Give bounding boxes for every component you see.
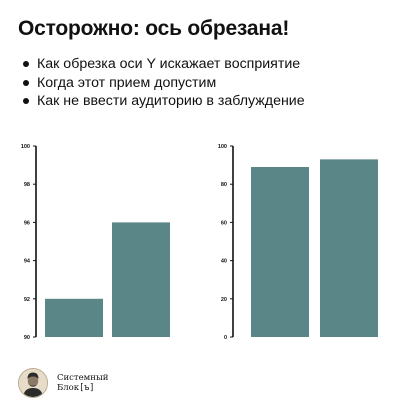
y-tick-label: 92 (24, 297, 30, 303)
bar (251, 167, 309, 337)
y-tick-label: 20 (221, 297, 227, 303)
brand-line-1: Системный (57, 373, 109, 383)
y-tick-label: 60 (221, 220, 227, 226)
y-tick-label: 96 (24, 220, 30, 226)
bullet-list: Как обрезка оси Y искажает восприятие Ко… (18, 55, 305, 111)
bar (45, 298, 103, 337)
brand-name: Системный Блок[ъ] (57, 373, 108, 393)
bullet-item: Когда этот прием допустим (18, 74, 305, 93)
bullet-item: Как не ввести аудиторию в заблуждение (18, 92, 305, 111)
y-tick-label: 100 (218, 144, 227, 150)
y-tick-label: 100 (21, 144, 30, 150)
bar (320, 159, 378, 337)
bullet-item: Как обрезка оси Y искажает восприятие (18, 55, 305, 74)
portrait-avatar-icon (18, 368, 48, 398)
y-tick-label: 40 (221, 259, 227, 265)
brand-line-2: Блок (57, 383, 80, 393)
footer-brand: Системный Блок[ъ] (18, 368, 108, 398)
y-tick-label: 0 (224, 335, 227, 341)
y-tick-label: 80 (221, 182, 227, 188)
y-tick-label: 98 (24, 182, 30, 188)
y-tick-label: 94 (24, 259, 31, 265)
y-tick-label: 90 (24, 335, 30, 341)
bar (112, 222, 170, 337)
page-title: Осторожно: ось обрезана! (18, 17, 290, 40)
brand-mark: [ъ] (79, 383, 95, 393)
truncated-axis-bar-chart: 90 92 94 96 98 100 (21, 144, 170, 341)
full-axis-bar-chart: 0 20 40 60 80 100 (218, 144, 378, 341)
